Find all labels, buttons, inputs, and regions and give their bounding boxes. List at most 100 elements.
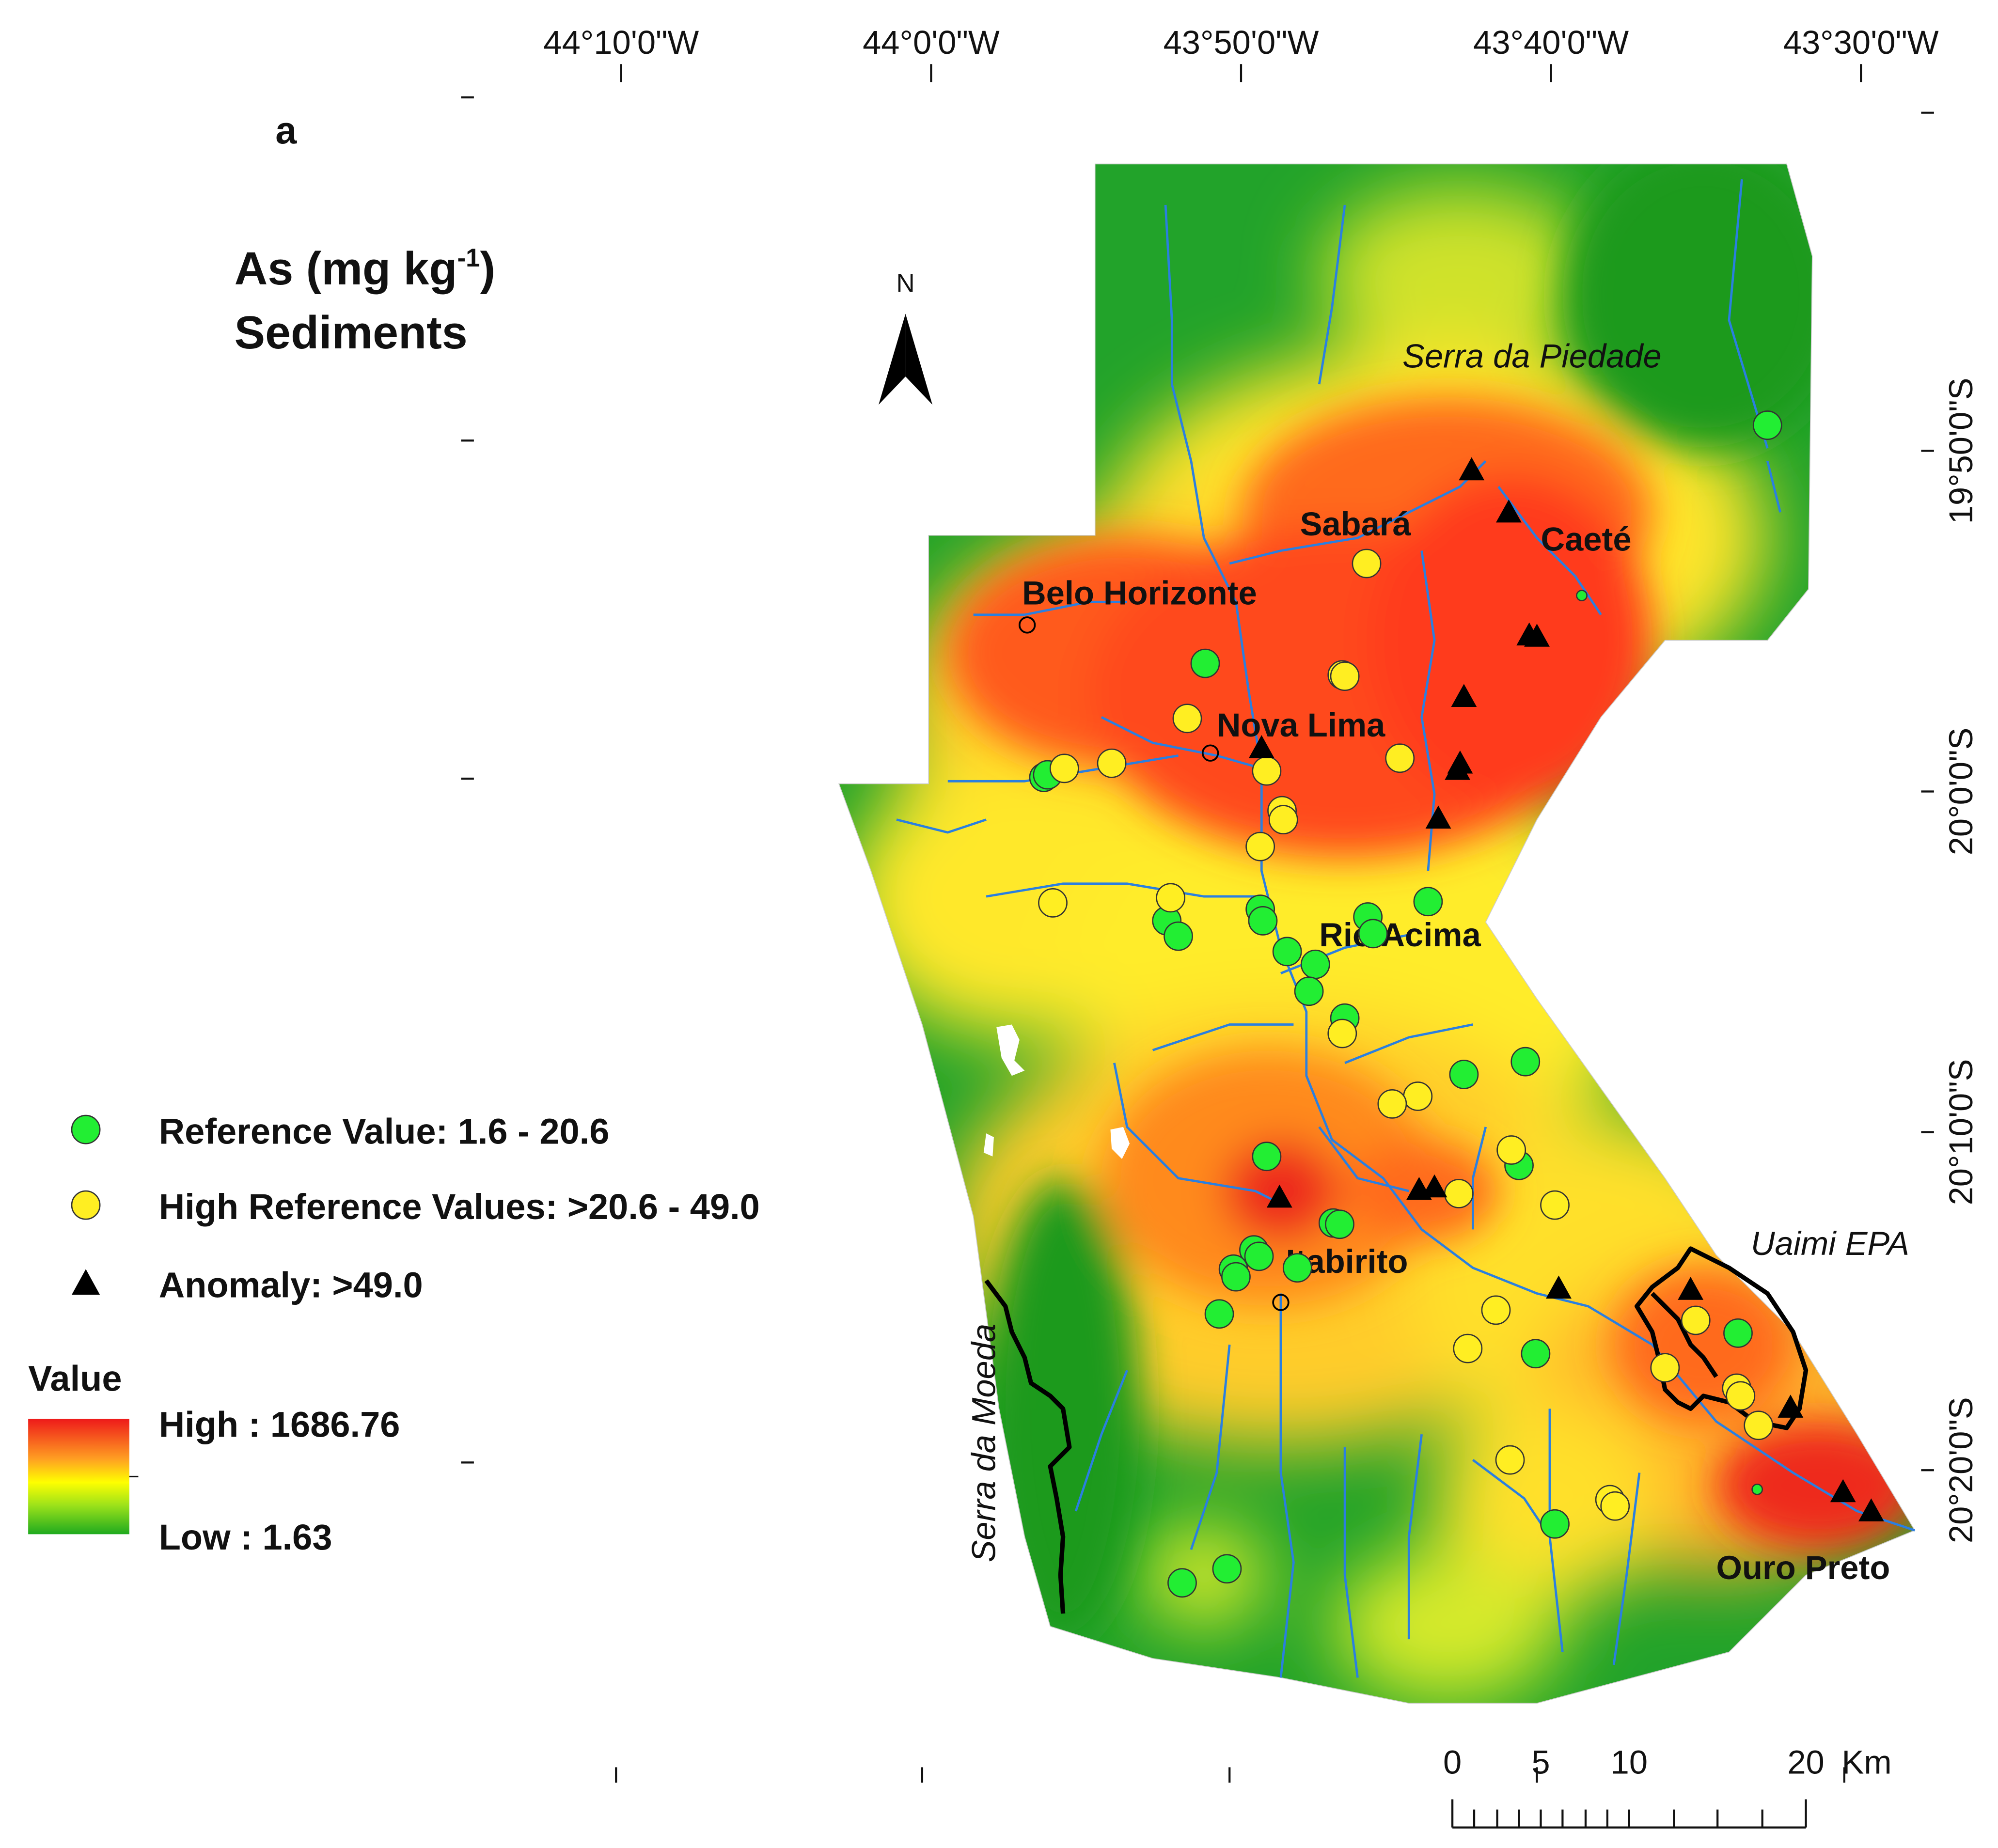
- reference-sample: [1521, 1339, 1551, 1369]
- anomaly-sample: [1248, 735, 1274, 758]
- lon-label-44-00: 44°0'0"W: [863, 24, 1000, 61]
- legend-low-value: Low : 1.63: [159, 1517, 332, 1557]
- legend-high-value: High : 1686.76: [159, 1405, 400, 1445]
- reference-sample: [1244, 1241, 1274, 1271]
- legend-high-reference-label: High Reference Values: >20.6 - 49.0: [159, 1187, 760, 1227]
- legend-anomaly-label: Anomaly: >49.0: [159, 1265, 423, 1305]
- label-uaimi-epa: Uaimi EPA: [1751, 1225, 1909, 1262]
- anomaly-sample: [1858, 1498, 1884, 1521]
- anomaly-sample: [1459, 457, 1485, 481]
- reference-sample: [1752, 410, 1782, 440]
- reference-sample: [1190, 648, 1220, 678]
- high-reference-sample: [1453, 1333, 1483, 1363]
- reference-sample: [1164, 921, 1193, 951]
- high-reference-sample: [1049, 753, 1079, 783]
- high-reference-sample: [1481, 1295, 1511, 1325]
- anomaly-sample: [1266, 1184, 1292, 1208]
- high-reference-sample: [1600, 1491, 1630, 1521]
- reference-sample: [1252, 1142, 1282, 1172]
- reference-sample: [1449, 1060, 1479, 1089]
- lat-label-20-20: 20°20'0"S: [1942, 1397, 1980, 1543]
- label-serra-da-moeda: Serra da Moeda: [965, 1324, 1003, 1563]
- anomaly-sample: [1830, 1479, 1856, 1503]
- legend-reference-label: Reference Value: 1.6 - 20.6: [159, 1111, 610, 1151]
- anomaly-sample: [1778, 1394, 1804, 1418]
- reference-sample: [1282, 1253, 1312, 1283]
- high-reference-sample: [1385, 743, 1415, 773]
- sample-points: [1029, 410, 1884, 1598]
- reference-sample: [1751, 1483, 1763, 1495]
- high-reference-sample: [1245, 831, 1275, 861]
- high-reference-sample: [1172, 704, 1202, 734]
- water-bodies: [983, 1024, 1130, 1159]
- high-reference-sample: [1327, 1018, 1357, 1049]
- map-title: As (mg kg-1): [235, 243, 496, 295]
- label-caete: Caeté: [1541, 521, 1631, 558]
- legend: Reference Value: 1.6 - 20.6 High Referen…: [28, 1111, 760, 1557]
- reference-sample: [1413, 887, 1443, 917]
- scale-label-20: 20: [1787, 1744, 1824, 1781]
- label-belo-horizonte: Belo Horizonte: [1022, 575, 1257, 612]
- scale-unit: Km: [1842, 1744, 1892, 1781]
- anomaly-sample: [1546, 1275, 1572, 1299]
- reference-sample: [1212, 1554, 1242, 1584]
- high-reference-samples: [1038, 548, 1774, 1521]
- high-reference-sample: [1268, 805, 1298, 834]
- high-reference-sample: [1495, 1445, 1525, 1475]
- high-reference-sample: [1097, 748, 1127, 778]
- high-reference-sample: [1726, 1381, 1756, 1411]
- city-marker-belo-horizonte: [1018, 616, 1036, 634]
- high-reference-sample: [1156, 883, 1186, 913]
- anomaly-samples: [1248, 457, 1884, 1521]
- legend-anomaly-symbol: [72, 1269, 100, 1295]
- anomaly-sample: [1678, 1277, 1704, 1300]
- reference-sample: [1723, 1318, 1753, 1348]
- reference-sample: [1540, 1509, 1570, 1539]
- label-sabara: Sabará: [1300, 505, 1412, 543]
- lon-label-43-30: 43°30'0"W: [1783, 24, 1939, 61]
- label-rio-acima: Rio Acima: [1319, 916, 1481, 954]
- anomaly-sample: [1524, 624, 1550, 647]
- high-reference-sample: [1377, 1089, 1407, 1119]
- lon-label-43-40: 43°40'0"W: [1473, 24, 1629, 61]
- reference-sample: [1221, 1262, 1251, 1292]
- anomaly-sample: [1421, 1174, 1447, 1198]
- reference-sample: [1358, 919, 1388, 949]
- reference-sample: [1510, 1047, 1541, 1077]
- reference-sample: [1300, 949, 1330, 979]
- lat-label-20-00: 20°0'0"S: [1942, 728, 1980, 856]
- label-ouro-preto: Ouro Preto: [1716, 1549, 1890, 1586]
- lat-label-20-10: 20°10'0"S: [1942, 1059, 1980, 1206]
- north-arrow: N: [879, 269, 933, 405]
- reference-sample: [1576, 590, 1588, 601]
- high-reference-sample: [1444, 1178, 1474, 1208]
- study-area-boundary: [838, 163, 1916, 1704]
- anomaly-sample: [1445, 757, 1471, 780]
- high-reference-sample: [1352, 548, 1382, 579]
- high-reference-sample: [1403, 1081, 1433, 1111]
- anomaly-sample: [1495, 499, 1522, 523]
- city-marker-itabirito: [1272, 1294, 1290, 1311]
- lon-label-44-10: 44°10'0"W: [543, 24, 699, 61]
- lon-label-43-50: 43°50'0"W: [1164, 24, 1319, 61]
- label-serra-da-piedade: Serra da Piedade: [1402, 338, 1662, 375]
- label-nova-lima: Nova Lima: [1217, 706, 1385, 744]
- legend-reference-symbol: [71, 1114, 101, 1144]
- reference-samples: [1029, 410, 1782, 1598]
- high-reference-sample: [1681, 1305, 1711, 1335]
- panel-label: a: [275, 109, 297, 152]
- title-main: As (mg kg: [235, 243, 457, 295]
- scale-label-5: 5: [1531, 1744, 1550, 1781]
- legend-high-reference-symbol: [71, 1190, 101, 1220]
- high-reference-sample: [1744, 1410, 1774, 1441]
- high-reference-sample: [1330, 661, 1360, 691]
- reference-sample: [1167, 1568, 1197, 1598]
- high-reference-sample: [1038, 888, 1068, 918]
- map-subtitle: Sediments: [235, 307, 468, 359]
- north-label: N: [896, 269, 914, 298]
- city-marker-nova-lima: [1201, 744, 1219, 762]
- high-reference-sample: [1540, 1190, 1570, 1220]
- anomaly-sample: [1451, 684, 1477, 707]
- reference-sample: [1325, 1209, 1354, 1239]
